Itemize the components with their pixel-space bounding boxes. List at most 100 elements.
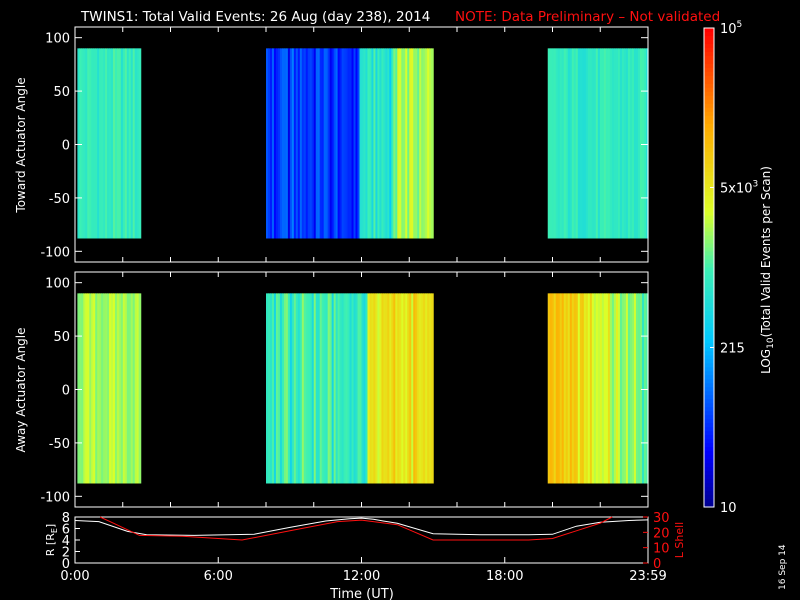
heatmap-column (599, 48, 603, 239)
heatmap-column (267, 293, 271, 484)
heatmap-column (569, 293, 573, 484)
heatmap-column (395, 48, 398, 239)
colorbar-cell (704, 43, 714, 49)
colorbar-cell (704, 423, 714, 428)
heatmap-column (605, 48, 609, 239)
heatmap-column (379, 293, 382, 484)
colorbar-cell (704, 491, 714, 496)
heatmap-column (425, 48, 428, 239)
y-tick-label: 8 (62, 511, 70, 526)
heatmap-column (613, 48, 617, 239)
heatmap-column (111, 293, 114, 484)
colorbar-cell (704, 499, 714, 504)
heatmap-column (271, 293, 275, 484)
colorbar-cell (704, 379, 714, 384)
heatmap-column (355, 293, 359, 484)
heatmap-column (391, 293, 394, 484)
heatmap-column (617, 293, 621, 484)
heatmap-column (85, 48, 88, 239)
heatmap-column (317, 293, 321, 484)
heatmap-column (397, 48, 400, 239)
heatmap-column (311, 48, 315, 239)
colorbar-cell (704, 207, 714, 213)
colorbar-cell (704, 99, 714, 105)
heatmap-column (575, 293, 579, 484)
heatmap-column (293, 293, 297, 484)
heatmap-column (547, 48, 551, 239)
heatmap-column (79, 48, 82, 239)
x-tick-label: 0:00 (60, 569, 89, 584)
colorbar-cell (704, 487, 714, 492)
heatmap-column (401, 48, 404, 239)
heatmap-column (355, 48, 359, 239)
heatmap-column (77, 48, 80, 239)
colorbar-cell (704, 307, 714, 313)
heatmap-column (553, 48, 557, 239)
heatmap-column (279, 48, 283, 239)
colorbar-cell (704, 39, 714, 45)
heatmap-column (83, 48, 86, 239)
heatmap-column (267, 48, 271, 239)
heatmap-column (609, 293, 613, 484)
heatmap-column (297, 48, 301, 239)
colorbar-cell (704, 191, 714, 197)
heatmap-column (371, 293, 375, 484)
colorbar-cell (704, 219, 714, 225)
colorbar-cell (704, 115, 714, 121)
heatmap-column (136, 293, 140, 484)
colorbar-frame (703, 27, 715, 508)
heatmap-column (635, 48, 639, 239)
heatmap-column (605, 293, 609, 484)
heatmap-column (567, 48, 571, 239)
heatmap-column (313, 48, 317, 239)
colorbar-label: LOG10(Total Valid Events per Scan) (759, 166, 776, 374)
heatmap-column (565, 48, 569, 239)
colorbar-cell (704, 447, 714, 452)
heatmap-column (349, 293, 353, 484)
colorbar-cell (704, 427, 714, 432)
heatmap-column (112, 293, 116, 484)
heatmap-column (109, 293, 112, 484)
heatmap-column (134, 48, 138, 239)
colorbar-cell (704, 195, 714, 201)
colorbar-cell (704, 259, 714, 265)
heatmap-column (401, 293, 404, 484)
heatmap-column (571, 48, 575, 239)
heatmap-column (627, 48, 631, 239)
colorbar-cell (704, 403, 714, 408)
heatmap-column (317, 48, 321, 239)
heatmap-column (343, 293, 347, 484)
heatmap-column (283, 48, 287, 239)
colorbar-cell (704, 471, 714, 476)
colorbar-tick-label: 215 (720, 341, 745, 356)
heatmap-column (409, 48, 412, 239)
heatmap-column (79, 293, 82, 484)
colorbar-cell (704, 187, 714, 193)
heatmap-column (323, 293, 327, 484)
heatmap-column (591, 48, 595, 239)
heatmap-column (307, 293, 311, 484)
heatmap-column (557, 293, 561, 484)
heatmap-column (619, 293, 623, 484)
heatmap-column (611, 48, 615, 239)
heatmap-column (407, 293, 410, 484)
heatmap-column (597, 293, 601, 484)
heatmap-column (134, 293, 138, 484)
heatmap-column (633, 293, 637, 484)
heatmap-column (613, 293, 617, 484)
heatmap-column (93, 48, 96, 239)
heatmap-column (297, 293, 301, 484)
heatmap-column (399, 293, 402, 484)
colorbar-cell (704, 55, 714, 61)
colorbar-cell (704, 179, 714, 185)
heatmap-column (327, 48, 331, 239)
heatmap-column (309, 293, 313, 484)
colorbar-cell (704, 479, 714, 484)
colorbar-cell (704, 199, 714, 205)
heatmap-column (601, 48, 605, 239)
heatmap-column (359, 48, 363, 239)
heatmap-column (421, 48, 424, 239)
colorbar-cell (704, 35, 714, 41)
heatmap-column (423, 48, 426, 239)
heatmap-column (126, 293, 130, 484)
